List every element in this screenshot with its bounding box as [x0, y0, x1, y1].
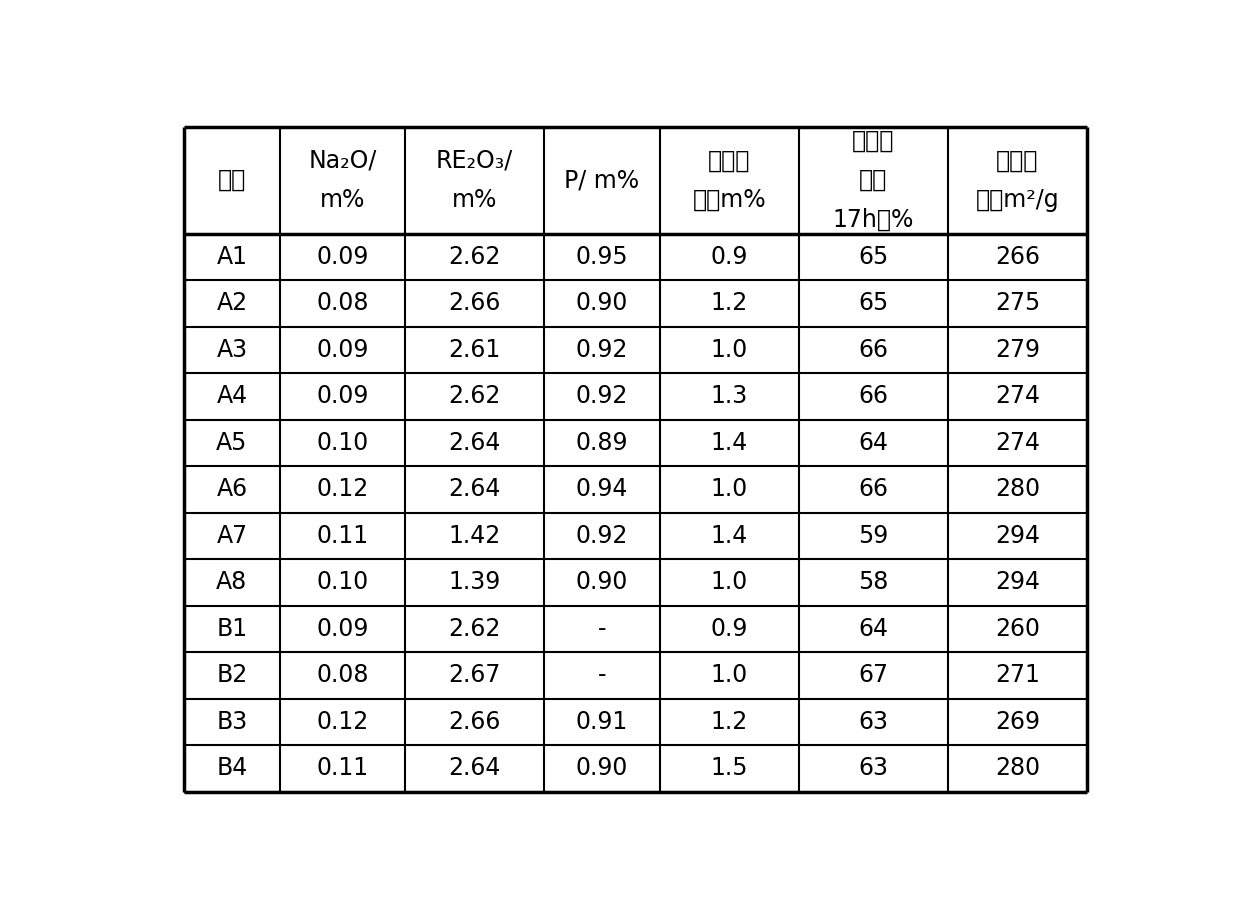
Text: 280: 280 [994, 756, 1040, 780]
Text: 0.92: 0.92 [575, 385, 627, 408]
Text: 275: 275 [994, 291, 1040, 315]
Text: -: - [598, 617, 606, 641]
Text: P/ m%: P/ m% [564, 168, 640, 192]
Text: 66: 66 [858, 385, 888, 408]
Text: 0.92: 0.92 [575, 524, 627, 548]
Text: 0.09: 0.09 [316, 385, 368, 408]
Text: 65: 65 [858, 291, 889, 315]
Text: 0.12: 0.12 [316, 477, 368, 501]
Text: 2.62: 2.62 [449, 245, 501, 269]
Text: A8: A8 [216, 570, 248, 594]
Text: 279: 279 [994, 338, 1040, 362]
Text: Na₂O/
m%: Na₂O/ m% [309, 148, 377, 212]
Text: 0.91: 0.91 [575, 710, 627, 734]
Text: 1.0: 1.0 [711, 338, 748, 362]
Text: 0.08: 0.08 [316, 664, 368, 687]
Text: 2.64: 2.64 [449, 477, 501, 501]
Text: 1.39: 1.39 [449, 570, 501, 594]
Text: 2.61: 2.61 [449, 338, 501, 362]
Text: B3: B3 [216, 710, 248, 734]
Text: 1.42: 1.42 [449, 524, 501, 548]
Text: 0.90: 0.90 [575, 756, 627, 780]
Text: 0.09: 0.09 [316, 617, 368, 641]
Text: 磨损指
数，m%: 磨损指 数，m% [692, 148, 766, 212]
Text: 1.3: 1.3 [711, 385, 748, 408]
Text: 1.2: 1.2 [711, 291, 748, 315]
Text: 274: 274 [994, 385, 1040, 408]
Text: 1.5: 1.5 [711, 756, 748, 780]
Text: RE₂O₃/
m%: RE₂O₃/ m% [436, 148, 513, 212]
Text: 0.94: 0.94 [575, 477, 627, 501]
Text: 0.11: 0.11 [316, 524, 368, 548]
Text: 63: 63 [858, 756, 888, 780]
Text: 0.10: 0.10 [316, 570, 368, 594]
Text: -: - [598, 664, 606, 687]
Text: 65: 65 [858, 245, 889, 269]
Text: 294: 294 [994, 524, 1040, 548]
Text: 2.66: 2.66 [449, 291, 501, 315]
Text: 0.90: 0.90 [575, 570, 627, 594]
Text: 比表面
积，m²/g: 比表面 积，m²/g [976, 148, 1059, 212]
Text: 1.4: 1.4 [711, 431, 748, 454]
Text: 1.4: 1.4 [711, 524, 748, 548]
Text: B4: B4 [216, 756, 248, 780]
Text: 1.0: 1.0 [711, 570, 748, 594]
Text: 63: 63 [858, 710, 888, 734]
Text: 0.09: 0.09 [316, 245, 368, 269]
Text: 64: 64 [858, 431, 888, 454]
Text: B2: B2 [216, 664, 248, 687]
Text: 0.08: 0.08 [316, 291, 368, 315]
Text: 0.9: 0.9 [711, 617, 748, 641]
Text: 64: 64 [858, 617, 888, 641]
Text: A5: A5 [216, 431, 248, 454]
Text: 66: 66 [858, 338, 888, 362]
Text: 0.9: 0.9 [711, 245, 748, 269]
Text: A2: A2 [216, 291, 248, 315]
Text: A7: A7 [216, 524, 248, 548]
Text: 2.67: 2.67 [449, 664, 501, 687]
Text: 0.90: 0.90 [575, 291, 627, 315]
Text: 0.95: 0.95 [575, 245, 629, 269]
Text: 1.0: 1.0 [711, 664, 748, 687]
Text: 2.64: 2.64 [449, 431, 501, 454]
Text: 58: 58 [858, 570, 889, 594]
Text: 1.2: 1.2 [711, 710, 748, 734]
Text: 编号: 编号 [218, 168, 246, 192]
Text: 2.62: 2.62 [449, 617, 501, 641]
Text: 280: 280 [994, 477, 1040, 501]
Text: 1.0: 1.0 [711, 477, 748, 501]
Text: 2.66: 2.66 [449, 710, 501, 734]
Text: 271: 271 [994, 664, 1040, 687]
Text: 266: 266 [994, 245, 1040, 269]
Text: 260: 260 [994, 617, 1040, 641]
Text: 0.92: 0.92 [575, 338, 627, 362]
Text: 0.09: 0.09 [316, 338, 368, 362]
Text: 2.64: 2.64 [449, 756, 501, 780]
Text: 0.11: 0.11 [316, 756, 368, 780]
Text: 67: 67 [858, 664, 888, 687]
Text: 59: 59 [858, 524, 889, 548]
Text: 274: 274 [994, 431, 1040, 454]
Text: A3: A3 [216, 338, 248, 362]
Text: 2.62: 2.62 [449, 385, 501, 408]
Text: A1: A1 [216, 245, 247, 269]
Text: 0.89: 0.89 [575, 431, 629, 454]
Text: 66: 66 [858, 477, 888, 501]
Text: B1: B1 [216, 617, 248, 641]
Text: A4: A4 [216, 385, 248, 408]
Text: A6: A6 [216, 477, 248, 501]
Text: 269: 269 [994, 710, 1040, 734]
Text: 294: 294 [994, 570, 1040, 594]
Text: 微反活
性，
17h，%: 微反活 性， 17h，% [833, 129, 914, 231]
Text: 0.10: 0.10 [316, 431, 368, 454]
Text: 0.12: 0.12 [316, 710, 368, 734]
